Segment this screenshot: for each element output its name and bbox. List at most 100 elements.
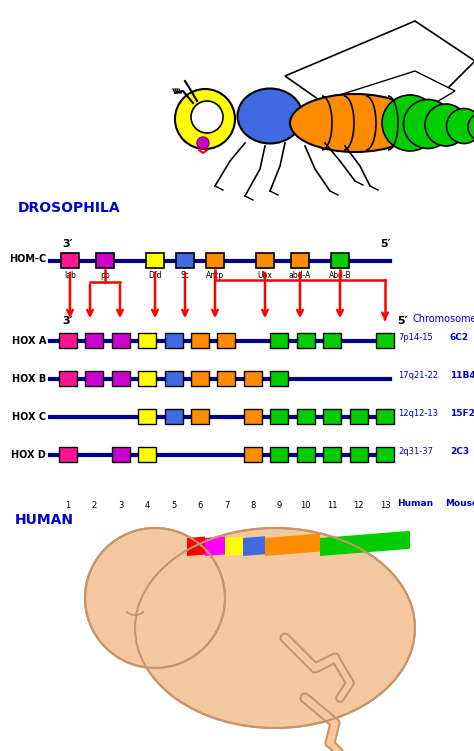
Bar (270, 409, 288, 424)
Text: Ubx: Ubx (257, 271, 273, 280)
Bar (59, 371, 77, 386)
Text: Antp: Antp (206, 271, 224, 280)
Text: 7p14-15: 7p14-15 (398, 333, 433, 342)
Text: 11: 11 (327, 501, 337, 510)
Ellipse shape (237, 89, 302, 143)
Text: DROSOPHILA: DROSOPHILA (18, 201, 120, 215)
Bar (85, 333, 103, 348)
Ellipse shape (135, 528, 415, 728)
Circle shape (85, 528, 225, 668)
Text: 3: 3 (118, 501, 124, 510)
Bar (256, 253, 274, 268)
Bar (244, 371, 262, 386)
Bar (270, 371, 288, 386)
Bar (218, 333, 236, 348)
Polygon shape (243, 536, 265, 556)
Bar (59, 333, 77, 348)
Text: pb: pb (100, 271, 110, 280)
Text: HOM-C: HOM-C (9, 254, 46, 264)
Text: 15F2: 15F2 (450, 409, 474, 418)
Bar (191, 409, 209, 424)
Text: Dfd: Dfd (148, 271, 162, 280)
Bar (244, 447, 262, 462)
Text: 12: 12 (353, 501, 364, 510)
Circle shape (403, 99, 453, 149)
Bar (331, 253, 349, 268)
Bar (138, 447, 156, 462)
Text: HUMAN: HUMAN (15, 513, 74, 527)
Ellipse shape (190, 590, 240, 626)
Bar (138, 409, 156, 424)
Bar (164, 409, 182, 424)
Polygon shape (305, 71, 455, 126)
Bar (270, 447, 288, 462)
Bar (164, 371, 182, 386)
Bar (206, 253, 224, 268)
Text: Sc: Sc (181, 271, 190, 280)
Bar (112, 371, 130, 386)
Text: 9: 9 (277, 501, 282, 510)
Text: 12q12-13: 12q12-13 (398, 409, 438, 418)
Text: Chromosome: Chromosome (413, 314, 474, 324)
Text: 2C3: 2C3 (450, 448, 469, 457)
Text: 11B4: 11B4 (450, 372, 474, 381)
Circle shape (382, 95, 438, 151)
Text: 5: 5 (171, 501, 176, 510)
Bar (376, 333, 394, 348)
Text: 2: 2 (92, 501, 97, 510)
Bar (112, 447, 130, 462)
Circle shape (425, 104, 467, 146)
Bar (146, 253, 164, 268)
Bar (85, 371, 103, 386)
Text: HOX B: HOX B (12, 374, 46, 384)
Text: 2q31-37: 2q31-37 (398, 448, 433, 457)
Bar (244, 409, 262, 424)
Bar (323, 333, 341, 348)
Bar (191, 333, 209, 348)
Bar (61, 253, 79, 268)
Text: HOX C: HOX C (12, 412, 46, 422)
Bar (297, 333, 315, 348)
Bar (176, 253, 194, 268)
Bar (350, 447, 367, 462)
Polygon shape (225, 536, 243, 556)
Bar (96, 253, 114, 268)
Circle shape (191, 101, 223, 133)
Bar (138, 371, 156, 386)
Circle shape (447, 108, 474, 143)
Bar (291, 253, 309, 268)
Text: 17q21-22: 17q21-22 (398, 372, 438, 381)
Polygon shape (205, 536, 225, 556)
Bar (297, 447, 315, 462)
Text: 5′: 5′ (380, 239, 390, 249)
Text: 4: 4 (145, 501, 150, 510)
Text: 8: 8 (250, 501, 255, 510)
Bar (112, 333, 130, 348)
Text: Mouse: Mouse (446, 499, 474, 508)
Text: 6: 6 (197, 501, 203, 510)
Bar (138, 333, 156, 348)
Polygon shape (187, 536, 205, 556)
Text: 10: 10 (301, 501, 311, 510)
Text: Human: Human (397, 499, 433, 508)
Bar (376, 409, 394, 424)
Bar (191, 371, 209, 386)
Ellipse shape (290, 94, 420, 152)
Circle shape (468, 113, 474, 141)
Text: abd-A: abd-A (289, 271, 311, 280)
Text: HOX A: HOX A (12, 336, 46, 346)
Text: lab: lab (64, 271, 76, 280)
Text: Abd-B: Abd-B (328, 271, 351, 280)
Text: 1: 1 (65, 501, 71, 510)
Bar (270, 333, 288, 348)
Bar (59, 447, 77, 462)
Bar (323, 447, 341, 462)
Bar (323, 409, 341, 424)
Text: 5′: 5′ (397, 316, 407, 326)
Bar (376, 447, 394, 462)
Bar (164, 333, 182, 348)
Polygon shape (265, 534, 320, 556)
Text: 6C2: 6C2 (450, 333, 469, 342)
Text: 7: 7 (224, 501, 229, 510)
Bar (350, 409, 367, 424)
